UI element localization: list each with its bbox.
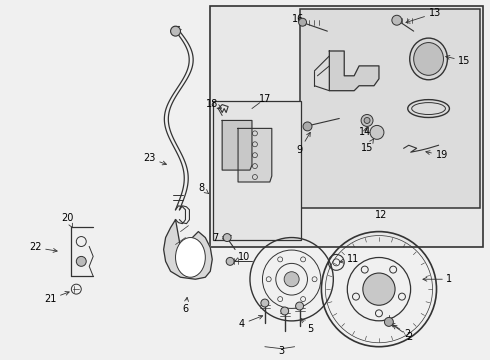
Text: 23: 23 — [143, 153, 167, 165]
Circle shape — [261, 299, 269, 307]
Text: 6: 6 — [182, 297, 189, 314]
Text: 8: 8 — [198, 183, 209, 194]
Circle shape — [223, 234, 231, 242]
Text: 15: 15 — [361, 139, 373, 153]
Circle shape — [370, 125, 384, 139]
Circle shape — [298, 18, 307, 26]
Text: 17: 17 — [259, 94, 271, 104]
Circle shape — [281, 307, 289, 315]
Circle shape — [364, 117, 370, 123]
Ellipse shape — [410, 38, 447, 80]
Text: 20: 20 — [61, 213, 74, 228]
Circle shape — [76, 256, 86, 266]
Circle shape — [171, 26, 180, 36]
Text: 13: 13 — [406, 8, 441, 23]
Text: 12: 12 — [375, 210, 387, 220]
Text: 1: 1 — [423, 274, 453, 284]
Circle shape — [284, 272, 299, 287]
Text: 5: 5 — [301, 319, 314, 334]
Text: 3: 3 — [279, 346, 285, 356]
Circle shape — [392, 15, 402, 25]
Text: 2: 2 — [393, 325, 413, 342]
Text: 10: 10 — [235, 252, 250, 262]
Ellipse shape — [414, 42, 443, 75]
Text: 14: 14 — [359, 127, 371, 138]
Text: 2: 2 — [391, 323, 410, 339]
Text: 19: 19 — [426, 150, 448, 160]
Bar — [210, 6, 483, 247]
Circle shape — [303, 122, 312, 131]
Circle shape — [295, 302, 303, 310]
Polygon shape — [329, 51, 379, 91]
Polygon shape — [222, 121, 252, 170]
Text: 16: 16 — [292, 14, 304, 24]
Text: 21: 21 — [44, 292, 69, 304]
Text: 9: 9 — [296, 132, 310, 155]
Text: 22: 22 — [29, 243, 57, 252]
Bar — [213, 100, 300, 239]
Text: 11: 11 — [340, 255, 360, 264]
Circle shape — [361, 114, 373, 126]
Polygon shape — [164, 220, 212, 279]
Circle shape — [385, 318, 393, 327]
Circle shape — [363, 273, 395, 305]
Text: 15: 15 — [446, 55, 471, 66]
Bar — [299, 9, 480, 208]
Text: 7: 7 — [212, 233, 226, 243]
Polygon shape — [238, 129, 272, 182]
Circle shape — [226, 257, 234, 265]
Text: 18: 18 — [206, 99, 221, 109]
Text: 4: 4 — [239, 315, 263, 329]
Ellipse shape — [175, 238, 205, 277]
